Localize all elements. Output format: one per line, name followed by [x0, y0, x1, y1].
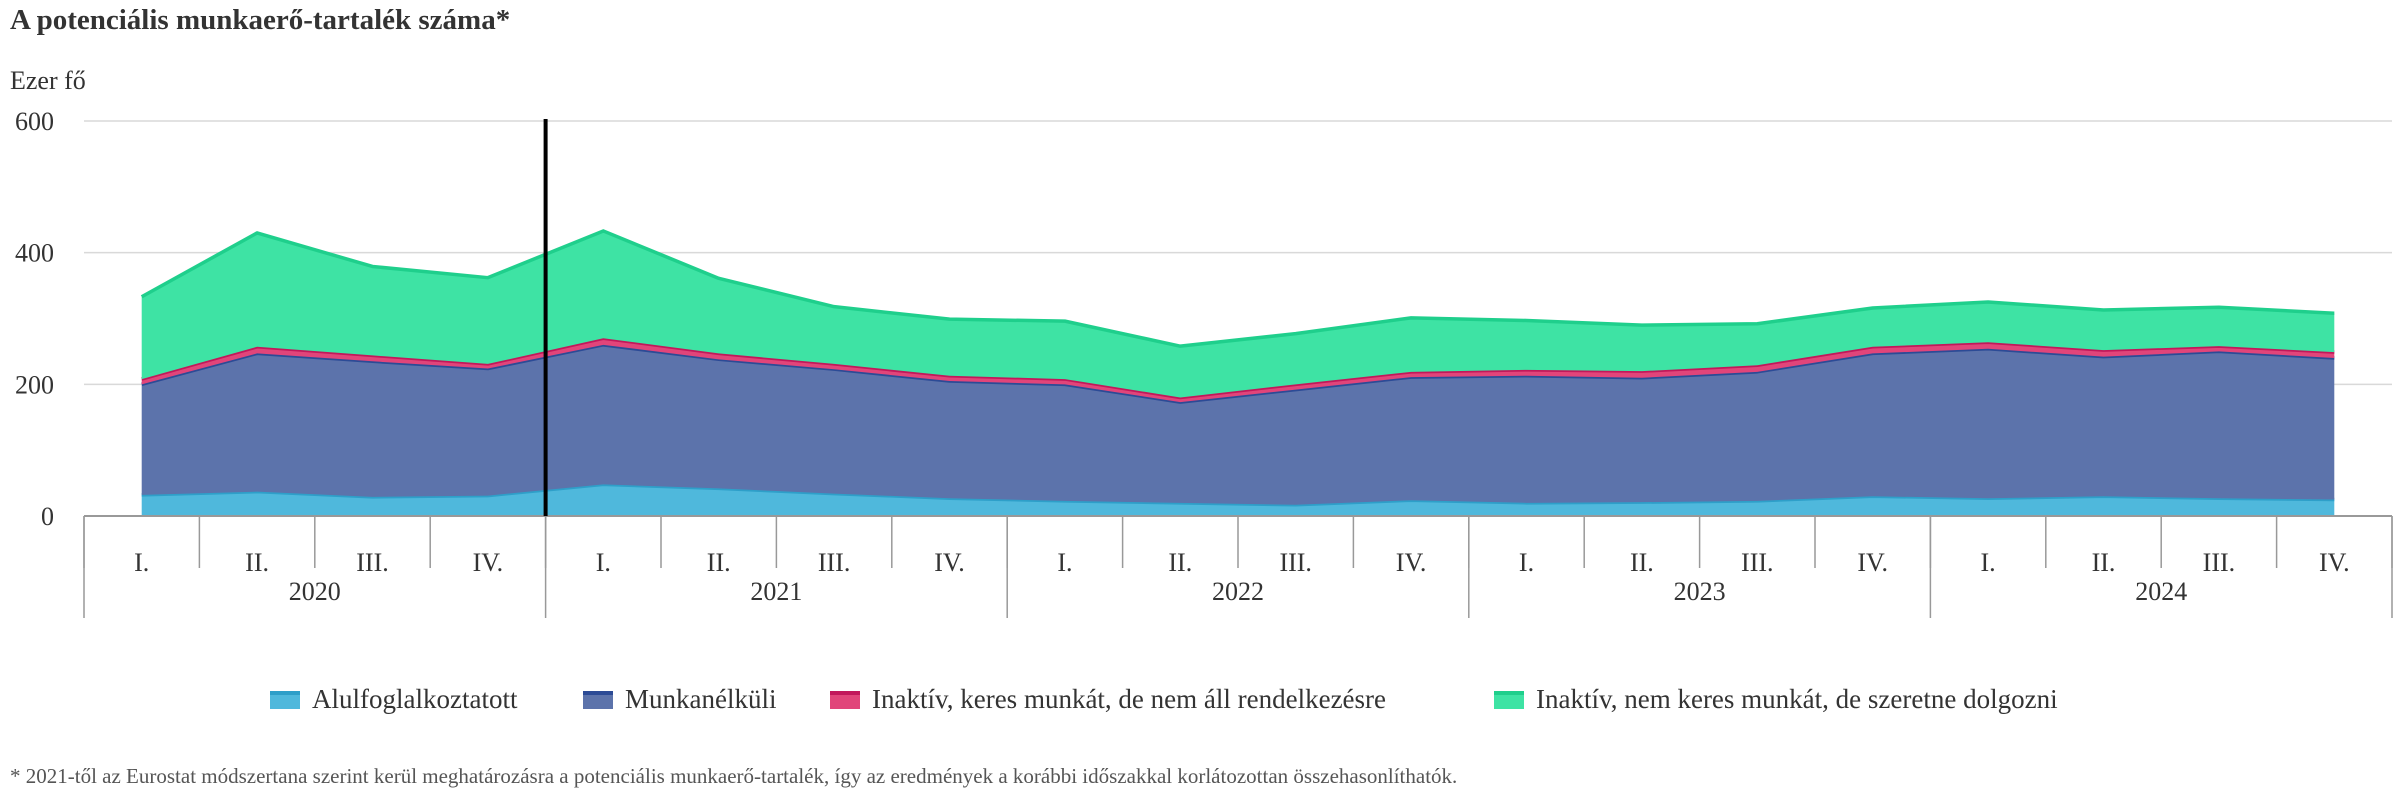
data-point-series-3: [2102, 308, 2106, 312]
data-point-series-3: [1640, 323, 1644, 327]
area-series-3: [141, 230, 2335, 398]
x-tick-label-year: 2021: [750, 577, 802, 606]
legend-label: Inaktív, nem keres munkát, de szeretne d…: [1536, 684, 2058, 714]
legend-label: Munkanélküli: [625, 684, 777, 714]
x-tick-label-quarter: IV.: [934, 548, 965, 577]
x-tick-label-quarter: III.: [1741, 548, 1773, 577]
legend-swatch-munkanelkuli: [583, 690, 613, 709]
legend-item-inaktiv-nem-keres[interactable]: Inaktív, nem keres munkát, de szeretne d…: [1494, 684, 2058, 715]
legend-swatch-alulfoglalkoztatott: [270, 690, 300, 709]
data-point-series-3: [1755, 322, 1759, 326]
data-point-series-3: [832, 305, 836, 309]
x-tick-label-quarter: II.: [1630, 548, 1654, 577]
x-tick-label-quarter: I.: [1057, 548, 1072, 577]
data-point-series-3: [601, 229, 605, 233]
y-tick-label: 400: [15, 239, 54, 268]
legend-item-alulfoglalkoztatott[interactable]: Alulfoglalkoztatott: [270, 684, 517, 715]
x-tick-label-quarter: I.: [596, 548, 611, 577]
legend-label: Inaktív, keres munkát, de nem áll rendel…: [872, 684, 1387, 714]
x-tick-label-quarter: I.: [1981, 548, 1996, 577]
data-point-series-3: [2217, 305, 2221, 309]
legend-label: Alulfoglalkoztatott: [312, 684, 518, 714]
x-tick-label-quarter: IV.: [473, 548, 504, 577]
series-line-3: [140, 229, 2335, 348]
stacked-area-chart: 0 200 400 600 I. II. III. IV. I. II. III. IV. I. II. I…: [15, 107, 2393, 618]
data-point-series-3: [717, 276, 721, 280]
x-tick-label-quarter: II.: [1168, 548, 1192, 577]
x-tick-label-quarter: IV.: [1857, 548, 1888, 577]
data-point-series-3: [948, 317, 952, 321]
area-series-2: [141, 338, 2335, 403]
data-point-series-3: [2332, 311, 2336, 315]
legend-swatch-inaktiv-nem-keres: [1494, 690, 1524, 709]
x-tick-label-quarter: II.: [245, 548, 269, 577]
data-point-series-3: [486, 276, 490, 280]
data-point-series-3: [1063, 319, 1067, 323]
y-axis-unit-label: Ezer fő: [10, 66, 86, 95]
chart-title: A potenciális munkaerő-tartalék száma*: [10, 4, 511, 36]
area-series-1: [141, 344, 2335, 505]
x-tick-label-year: 2023: [1674, 577, 1726, 606]
y-tick-label: 600: [15, 107, 54, 136]
x-tick-label-quarter: III.: [1279, 548, 1311, 577]
chart-legend: Alulfoglalkoztatott Munkanélküli Inaktív…: [0, 684, 2400, 724]
x-tick-label-quarter: III.: [356, 548, 388, 577]
data-point-series-3: [1871, 306, 1875, 310]
data-point-series-3: [371, 264, 375, 268]
x-tick-label-quarter: III.: [2203, 548, 2235, 577]
footnote: * 2021-től az Eurostat módszertana szeri…: [10, 764, 1458, 788]
legend-item-inaktiv-keres[interactable]: Inaktív, keres munkát, de nem áll rendel…: [830, 684, 1386, 715]
area-series-0: [141, 484, 2335, 516]
x-tick-label-quarter: IV.: [1396, 548, 1427, 577]
y-tick-label: 0: [41, 502, 54, 531]
data-point-series-3: [255, 231, 259, 235]
x-tick-label-year: 2020: [289, 577, 341, 606]
y-tick-label: 200: [15, 370, 54, 399]
data-point-series-3: [1525, 318, 1529, 322]
data-point-series-3: [140, 295, 144, 299]
data-point-series-3: [1294, 332, 1298, 336]
x-tick-label-year: 2022: [1212, 577, 1264, 606]
x-tick-label-quarter: III.: [818, 548, 850, 577]
legend-swatch-inaktiv-keres: [830, 690, 860, 709]
x-tick-label-quarter: II.: [707, 548, 731, 577]
data-point-series-3: [1409, 316, 1413, 320]
x-tick-label-quarter: II.: [2092, 548, 2116, 577]
legend-item-munkanelkuli[interactable]: Munkanélküli: [583, 684, 776, 715]
x-tick-label-quarter: I.: [134, 548, 149, 577]
data-point-series-3: [1178, 344, 1182, 348]
x-tick-label-quarter: I.: [1519, 548, 1534, 577]
x-tick-label-quarter: IV.: [2319, 548, 2350, 577]
data-point-series-3: [1986, 300, 1990, 304]
x-tick-label-year: 2024: [2135, 577, 2187, 606]
